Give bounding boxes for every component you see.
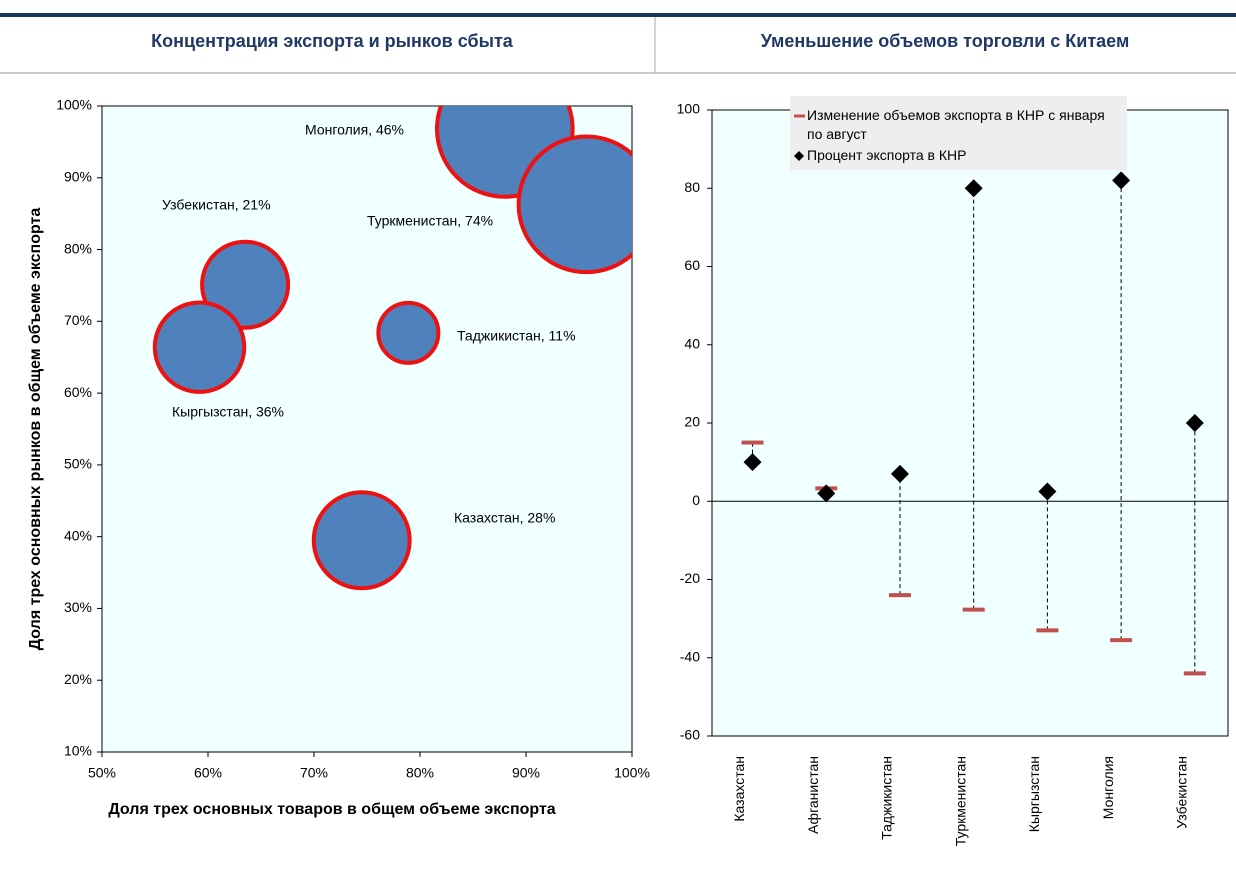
y-tick-label: 10% — [64, 743, 92, 759]
bubble — [152, 300, 247, 394]
legend-text: Изменение объемов экспорта в КНР с январ… — [807, 107, 1105, 142]
x-tick-label: 70% — [300, 765, 328, 781]
x-tick-label: 60% — [194, 765, 222, 781]
x-tick-label: Монголия — [1100, 756, 1116, 819]
bubble — [200, 239, 291, 330]
bubbles — [152, 106, 632, 591]
legend-entry: Процент экспорта в КНР — [807, 147, 967, 163]
y-tick-label: 100 — [677, 101, 701, 117]
x-tick-label: 50% — [88, 765, 116, 781]
y-axis-title: Доля трех основных рынков в общем объеме… — [27, 208, 44, 651]
x-tick-label: Узбекистан — [1174, 756, 1190, 829]
x-tick-label: Таджикистан — [879, 756, 895, 840]
y-tick-label: 40% — [64, 527, 92, 543]
x-axis-title: Доля трех основных товаров в общем объем… — [108, 801, 555, 818]
bubble — [311, 490, 412, 591]
legend-box — [790, 96, 1127, 170]
bubble-label: Таджикистан, 11% — [457, 328, 576, 344]
y-tick-label: -60 — [680, 727, 700, 743]
y-tick-label: 80 — [684, 179, 700, 195]
diamond-marker — [1038, 482, 1057, 501]
y-tick-label: 0 — [692, 492, 700, 508]
bubble-label: Кыргызстан, 36% — [172, 404, 284, 420]
diamond-marker — [817, 484, 836, 503]
bubble-label: Туркменистан, 74% — [367, 213, 493, 229]
x-tick-label: Кыргызстан — [1026, 756, 1042, 832]
y-tick-label: 70% — [64, 312, 92, 328]
y-tick-label: -20 — [680, 570, 700, 586]
y-tick-label: 50% — [64, 456, 92, 472]
dash-marker — [888, 593, 911, 598]
y-tick-label: 90% — [64, 168, 92, 184]
left-header: Концентрация экспорта и рынков сбыта — [151, 31, 514, 51]
diamond-marker — [743, 453, 762, 472]
y-tick-label: 80% — [64, 240, 92, 256]
diamond-marker — [1112, 171, 1131, 190]
x-tick-label: Казахстан — [731, 756, 747, 822]
legend-swatch — [794, 151, 804, 161]
legend-entry: Изменение объемов экспорта в КНР с январ… — [807, 107, 1105, 142]
dash-marker — [741, 440, 764, 445]
legend-text: Процент экспорта в КНР — [807, 147, 967, 163]
dash-marker — [962, 607, 985, 612]
bubble-label: Узбекистан, 21% — [162, 197, 271, 213]
y-tick-label: 40 — [684, 335, 700, 351]
diamond-marker — [1185, 414, 1204, 432]
x-tick-label: 100% — [614, 765, 650, 781]
dash-marker — [1110, 638, 1133, 643]
diamond-marker — [890, 464, 909, 483]
x-tick-label: 90% — [512, 765, 540, 781]
y-tick-label: 60 — [684, 257, 700, 273]
right-plot-area — [711, 109, 1229, 737]
x-tick-label: 80% — [406, 765, 434, 781]
diamond-marker — [964, 179, 983, 198]
y-tick-label: 20% — [64, 671, 92, 687]
y-tick-label: -40 — [680, 648, 700, 664]
y-tick-label: 20 — [684, 414, 700, 430]
bubble — [376, 300, 441, 365]
bubble-label: Казахстан, 28% — [454, 510, 555, 526]
bubble-label: Монголия, 46% — [305, 122, 404, 138]
right-header: Уменьшение объемов торговли с Китаем — [761, 31, 1130, 51]
x-tick-label: Афганистан — [805, 756, 821, 834]
y-tick-label: 30% — [64, 599, 92, 615]
legend-swatch — [794, 114, 805, 118]
dash-marker — [1036, 628, 1059, 633]
dash-marker — [1183, 671, 1206, 676]
y-tick-label: 60% — [64, 384, 92, 400]
x-tick-label: Туркменистан — [952, 756, 968, 846]
y-tick-label: 100% — [56, 97, 92, 113]
bubble — [516, 134, 632, 275]
